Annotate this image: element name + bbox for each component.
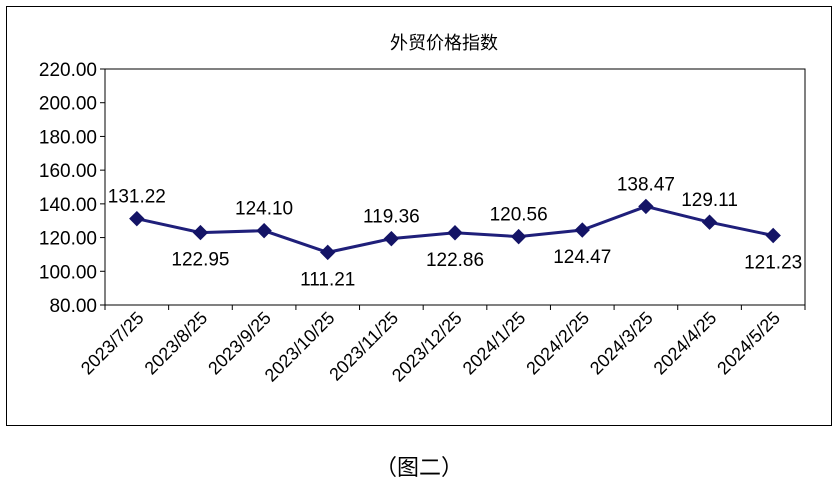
figure-caption: （图二）: [374, 456, 463, 481]
data-point: [383, 230, 400, 247]
data-point: [638, 198, 654, 215]
data-labels: 131.22 122.95 124.10 111.21 119.36 122.86 120.…: [108, 174, 802, 290]
y-tick-label: 80.00: [49, 296, 97, 317]
x-tick-label: 2024/1/25: [459, 308, 530, 379]
data-label: 124.47: [553, 247, 611, 268]
data-point: [256, 222, 272, 239]
data-label: 111.21: [300, 269, 355, 290]
x-tick-label: 2023/8/25: [141, 308, 212, 379]
x-tick-label: 2024/5/25: [713, 308, 784, 379]
x-tick-label: 2024/2/25: [522, 308, 593, 379]
data-label: 120.56: [490, 205, 548, 226]
chart-title: 外贸价格指数: [390, 33, 498, 54]
series-markers: [129, 198, 781, 261]
plot-area: [104, 68, 806, 306]
data-label: 119.36: [363, 207, 420, 228]
data-label: 122.86: [426, 250, 484, 271]
data-point: [765, 227, 781, 244]
data-label: 138.47: [617, 174, 675, 195]
y-tick-label: 180.00: [39, 127, 97, 148]
y-tick-label: 140.00: [39, 195, 97, 216]
data-point: [192, 224, 209, 241]
line-chart: 外贸价格指数 80.00 100.00 120.00 140.00 160.00 180.…: [39, 33, 806, 386]
data-label: 124.10: [235, 199, 293, 220]
data-label: 131.22: [108, 187, 166, 208]
x-tick-label: 2024/3/25: [586, 308, 657, 379]
chart-frame: 外贸价格指数 80.00 100.00 120.00 140.00 160.00 180.…: [6, 6, 832, 426]
data-label: 122.95: [171, 250, 229, 271]
x-tick-label: 2024/4/25: [650, 308, 721, 379]
data-point: [320, 244, 336, 261]
y-tick-label: 160.00: [39, 161, 97, 182]
y-tick-label: 120.00: [39, 229, 97, 250]
data-point: [129, 210, 145, 227]
data-label: 129.11: [681, 190, 738, 211]
y-tick-label: 220.00: [39, 60, 97, 81]
y-tick-label: 200.00: [39, 94, 97, 115]
data-point: [447, 225, 463, 241]
x-tick-label: 2023/7/25: [77, 308, 148, 379]
data-point: [574, 222, 590, 238]
data-point: [701, 214, 718, 230]
data-point: [510, 228, 527, 245]
data-label: 121.23: [744, 252, 802, 273]
x-axis: 2023/7/252023/8/252023/9/252023/10/25202…: [77, 305, 806, 386]
y-tick-label: 100.00: [39, 262, 97, 283]
y-axis: 80.00 100.00 120.00 140.00 160.00 180.00 200.0…: [39, 60, 105, 317]
